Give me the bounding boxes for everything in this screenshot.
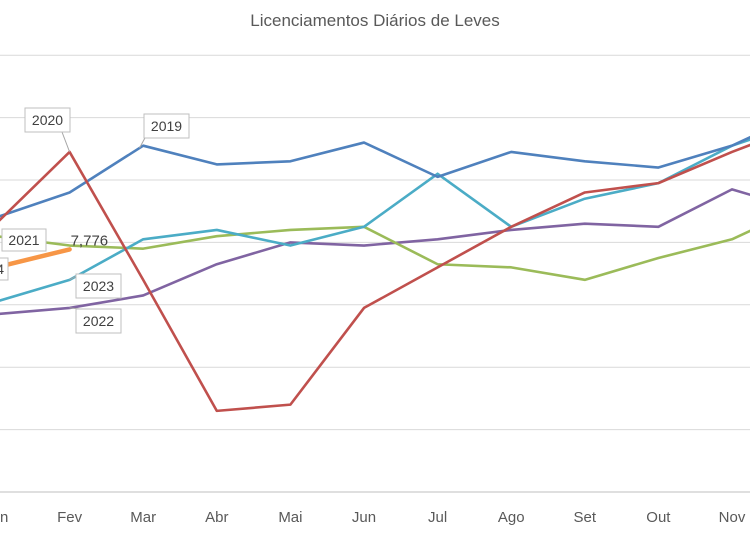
- series-line-2024: [0, 247, 72, 269]
- data-labels: 7,776: [71, 232, 109, 249]
- callout-label-2019: 2019: [151, 118, 182, 134]
- series-callouts: 2019 2020 2021 2022 2023 4: [0, 107, 190, 334]
- x-tick-label: Fev: [57, 509, 83, 526]
- data-label-2024: 7,776: [71, 232, 109, 249]
- x-tick-label: Nov: [719, 509, 746, 526]
- callout-label-2020: 2020: [32, 112, 63, 128]
- callout-box-2019: [143, 113, 190, 139]
- x-tick-label: n: [0, 509, 8, 526]
- series-line-2022: [0, 188, 750, 316]
- x-axis-labels: n Fev Mar Abr Mai Jun Jul Ago Set Out Nov: [0, 509, 746, 526]
- chart-title: Licenciamentos Diários de Leves: [250, 11, 500, 30]
- callout-label-2024: 4: [0, 261, 4, 277]
- callout-label-2023: 2023: [83, 278, 114, 294]
- callout-leader-2020: [61, 131, 71, 153]
- series-line-2020: [0, 143, 750, 413]
- x-tick-label: Mar: [130, 509, 156, 526]
- x-tick-label: Jun: [352, 509, 376, 526]
- series-line-2021: [0, 225, 750, 282]
- x-tick-label: Set: [574, 509, 597, 526]
- series-lines: [0, 135, 750, 413]
- callout-label-2021: 2021: [8, 232, 39, 248]
- x-tick-label: Jul: [428, 509, 447, 526]
- x-tick-label: Abr: [205, 509, 228, 526]
- x-tick-label: Ago: [498, 509, 525, 526]
- callout-box-2021: [1, 228, 47, 252]
- x-tick-label: Out: [646, 509, 671, 526]
- callout-label-2022: 2022: [83, 313, 114, 329]
- callout-box-2022: [75, 308, 122, 334]
- x-tick-label: Mai: [278, 509, 302, 526]
- callout-box-2024: [0, 257, 9, 281]
- callout-box-2023: [75, 273, 122, 299]
- gridlines: [0, 54, 750, 493]
- callout-box-2020: [24, 107, 71, 133]
- series-line-2019: [0, 135, 750, 218]
